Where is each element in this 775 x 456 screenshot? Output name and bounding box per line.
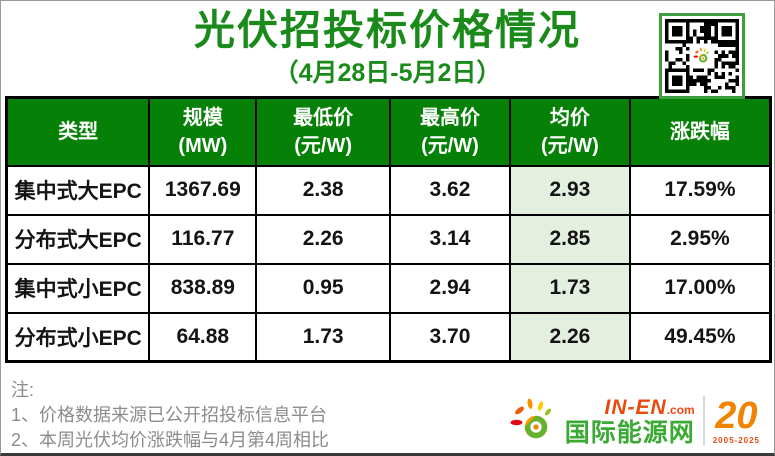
cell-change: 2.95% (628, 213, 772, 265)
cell-min: 2.38 (255, 164, 391, 216)
footer-divider (702, 396, 705, 446)
cell-type: 集中式小EPC (5, 262, 151, 314)
cell-avg: 2.85 (508, 213, 631, 265)
brand-sun-icon (510, 398, 551, 439)
cell-change: 49.45% (628, 311, 772, 363)
brand-sun-icon-small (693, 47, 709, 63)
cell-scale: 64.88 (148, 311, 258, 363)
cell-scale: 1367.69 (148, 164, 258, 216)
cell-min: 2.26 (255, 213, 391, 265)
header-area: 光伏招投标价格情况 （4月28日-5月2日） (1, 1, 774, 88)
header-row: 类型 规模 (MW) 最低价 (元/W) 最高价 (元/W) 均价 (元/W) 涨跌幅 (5, 96, 772, 167)
brand-name-cn: 国际能源网 (564, 418, 695, 447)
cell-scale: 838.89 (148, 262, 258, 314)
table-body: 集中式大EPC 1367.69 2.38 3.62 2.93 17.59% 分布… (5, 164, 772, 363)
note-line-1: 1、价格数据来源已公开招投标信息平台 (11, 405, 328, 425)
col-header-scale-label: 规模 (182, 106, 223, 129)
col-header-min: 最低价 (元/W) (255, 96, 391, 167)
brand-name-en: IN-EN (604, 395, 667, 419)
col-header-avg-label: 均价 (549, 106, 590, 129)
anniversary-logo: 20 2005-2025 (713, 397, 760, 445)
col-header-change-label: 涨跌幅 (669, 120, 730, 143)
col-header-change: 涨跌幅 (628, 96, 772, 167)
anniversary-number: 20 (715, 395, 758, 437)
qr-code (659, 13, 745, 99)
col-header-type-label: 类型 (58, 120, 99, 143)
col-header-scale-unit: (MW) (178, 134, 228, 157)
table-row: 集中式大EPC 1367.69 2.38 3.62 2.93 17.59% (5, 164, 772, 216)
anniversary-years: 2005-2025 (712, 436, 760, 445)
col-header-max-unit: (元/W) (421, 134, 479, 157)
cell-type: 分布式小EPC (5, 311, 151, 363)
cell-avg: 1.73 (508, 262, 631, 314)
brand-text: IN-EN .com 国际能源网 (565, 397, 695, 446)
col-header-type: 类型 (5, 96, 151, 167)
table-row: 分布式小EPC 64.88 1.73 3.70 2.26 49.45% (5, 311, 772, 363)
notes-label: 注: (11, 380, 35, 400)
table-header: 类型 规模 (MW) 最低价 (元/W) 最高价 (元/W) 均价 (元/W) 涨跌幅 (5, 96, 772, 167)
cell-change: 17.59% (628, 164, 772, 216)
col-header-avg-unit: (元/W) (541, 134, 599, 157)
cell-type: 集中式大EPC (5, 164, 151, 216)
price-table: 类型 规模 (MW) 最低价 (元/W) 最高价 (元/W) 均价 (元/W) 涨跌幅 … (5, 96, 772, 364)
cell-min: 0.95 (255, 262, 391, 314)
cell-change: 17.00% (628, 262, 772, 314)
cell-max: 3.62 (389, 164, 511, 216)
qr-pattern (665, 19, 739, 93)
col-header-min-label: 最低价 (293, 106, 354, 129)
qr-center-logo (690, 44, 714, 68)
cell-avg: 2.93 (508, 164, 631, 216)
cell-type: 分布式大EPC (5, 213, 151, 265)
cell-max: 2.94 (389, 262, 511, 314)
col-header-avg: 均价 (元/W) (508, 96, 631, 167)
col-header-scale: 规模 (MW) (148, 96, 258, 167)
cell-avg: 2.26 (508, 311, 631, 363)
col-header-max: 最高价 (元/W) (389, 96, 511, 167)
page-subtitle: （4月28日-5月2日） (273, 59, 502, 88)
brand-en-row: IN-EN .com (605, 397, 695, 418)
brand-footer: IN-EN .com 国际能源网 20 2005-2025 (509, 396, 760, 446)
cell-scale: 116.77 (148, 213, 258, 265)
cell-max: 3.70 (389, 311, 511, 363)
cell-max: 3.14 (389, 213, 511, 265)
brand-domain: .com (666, 402, 695, 417)
table-row: 集中式小EPC 838.89 0.95 2.94 1.73 17.00% (5, 262, 772, 314)
note-line-2: 2、本周光伏均价涨跌幅与4月第4周相比 (11, 430, 330, 450)
table-row: 分布式大EPC 116.77 2.26 3.14 2.85 2.95% (5, 213, 772, 265)
page-title: 光伏招投标价格情况 (194, 7, 581, 53)
notes: 注: 1、价格数据来源已公开招投标信息平台 2、本周光伏均价涨跌幅与4月第4周相… (11, 378, 329, 453)
col-header-min-unit: (元/W) (294, 134, 353, 157)
col-header-max-label: 最高价 (419, 106, 480, 129)
cell-min: 1.73 (255, 311, 391, 363)
